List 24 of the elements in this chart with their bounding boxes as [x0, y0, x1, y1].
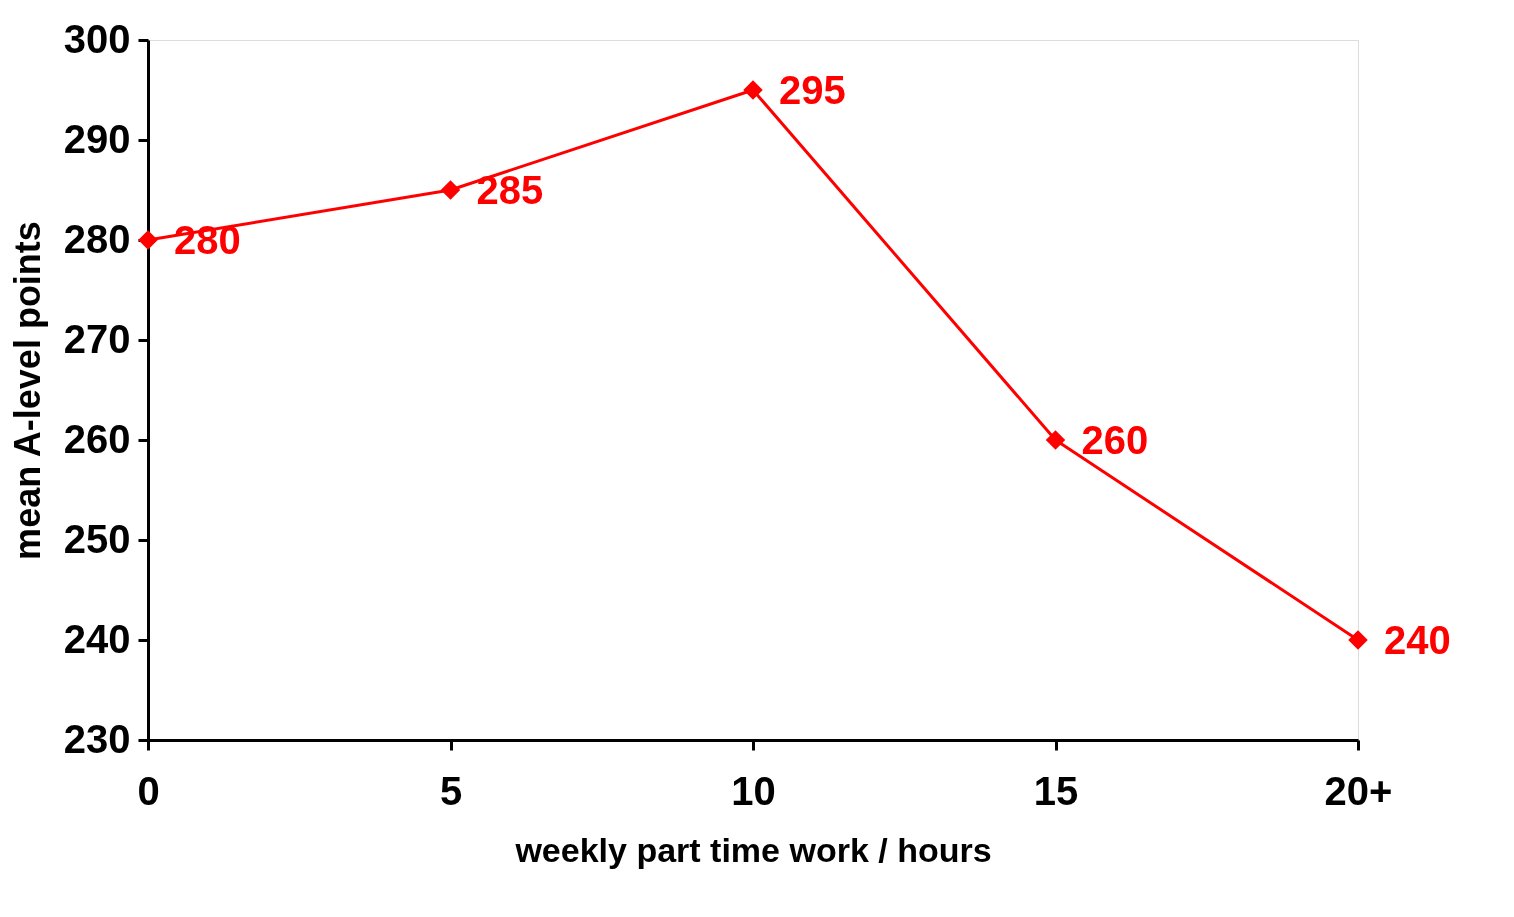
data-label: 240 — [1384, 618, 1451, 662]
x-tick-label: 20+ — [1324, 768, 1393, 813]
point — [1045, 430, 1066, 450]
y-axis-title: mean A-level points — [6, 221, 48, 560]
y-tick-label: 280 — [63, 216, 131, 261]
y-tick-label: 230 — [63, 716, 131, 761]
point — [743, 80, 763, 100]
point — [440, 180, 461, 200]
y-tick-label: 250 — [63, 516, 131, 561]
y-tick-label: 300 — [63, 16, 131, 61]
y-tick-label: 270 — [63, 316, 131, 361]
y-tick-label: 260 — [63, 416, 131, 461]
data-label: 295 — [779, 68, 846, 112]
data-label: 260 — [1081, 418, 1149, 462]
data-label: 285 — [476, 168, 544, 212]
x-axis-title: weekly part time work / hours — [514, 830, 992, 869]
x-tick-label: 5 — [439, 768, 463, 813]
x-tick-label: 15 — [1033, 768, 1079, 813]
point — [1348, 630, 1368, 650]
y-tick-label: 240 — [63, 616, 131, 661]
x-tick-label: 0 — [137, 768, 160, 813]
y-tick-label: 290 — [63, 116, 131, 161]
point — [138, 230, 158, 250]
x-tick-label: 10 — [731, 768, 776, 813]
